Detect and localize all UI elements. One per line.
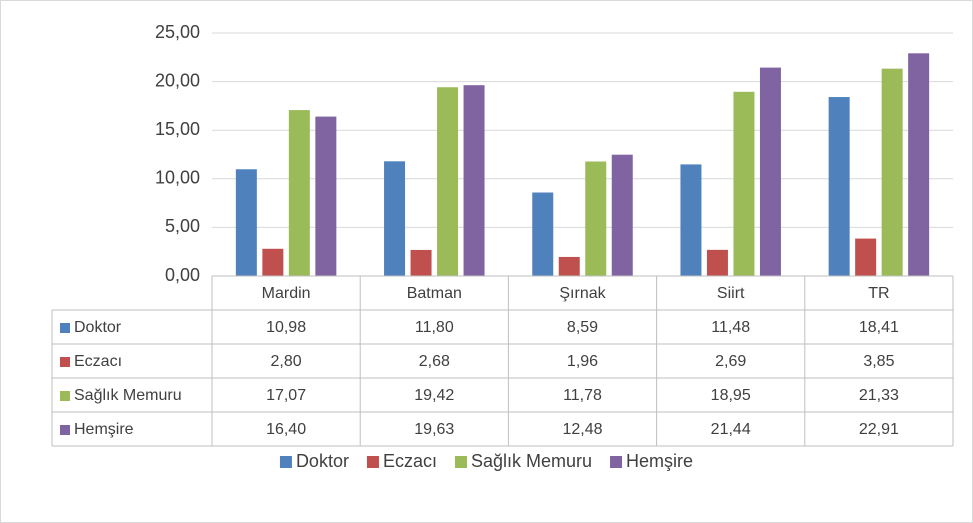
table-cell: 16,40 — [266, 421, 306, 438]
x-tick-label: Mardin — [262, 285, 311, 302]
legend-key — [610, 456, 623, 468]
y-tick-label: 25,00 — [155, 22, 200, 42]
legend-label: Sağlık Memuru — [471, 451, 592, 471]
table-cell: 18,95 — [711, 387, 751, 404]
y-tick-label: 15,00 — [155, 119, 200, 139]
table-cell: 1,96 — [567, 353, 598, 370]
bar — [733, 91, 755, 276]
table-cell: 19,63 — [414, 421, 454, 438]
x-tick-label: Siirt — [717, 285, 745, 302]
table-cell: 2,69 — [715, 353, 746, 370]
bar — [585, 161, 607, 276]
table-series-name: Sağlık Memuru — [74, 387, 182, 404]
y-tick-label: 0,00 — [165, 265, 200, 285]
bar — [908, 53, 930, 276]
table-cell: 19,42 — [414, 387, 454, 404]
y-tick-label: 10,00 — [155, 168, 200, 188]
bar — [881, 68, 903, 277]
legend-key — [366, 456, 379, 468]
x-tick-label: Batman — [407, 285, 462, 302]
table-series-name: Eczacı — [74, 353, 122, 370]
table-cell: 11,78 — [563, 387, 602, 404]
table-cell: 17,07 — [266, 387, 306, 404]
table-cell: 21,33 — [859, 387, 899, 404]
bar — [410, 249, 432, 276]
bar — [855, 238, 877, 276]
table-cell: 2,80 — [271, 353, 302, 370]
bar — [235, 169, 257, 276]
bar — [463, 85, 485, 276]
table-cell: 21,44 — [711, 421, 751, 438]
table-cell: 2,68 — [419, 353, 450, 370]
x-tick-label: TR — [868, 285, 889, 302]
table-cell: 12,48 — [562, 421, 602, 438]
bar — [262, 248, 284, 276]
legend-label: Doktor — [296, 451, 349, 471]
bar — [759, 67, 781, 276]
table-key — [60, 391, 70, 401]
bar — [828, 97, 850, 276]
bar — [611, 154, 633, 276]
bar — [288, 110, 310, 277]
y-tick-label: 20,00 — [155, 70, 200, 90]
table-cell: 18,41 — [859, 319, 899, 336]
legend-key — [279, 456, 292, 468]
table-key — [60, 425, 70, 435]
table-key — [60, 323, 70, 333]
table-series-name: Hemşire — [74, 421, 134, 438]
bar — [384, 161, 406, 276]
bar — [706, 249, 728, 276]
bar — [680, 164, 702, 276]
table-cell: 22,91 — [859, 421, 899, 438]
x-tick-label: Şırnak — [559, 285, 606, 302]
legend-key — [454, 456, 467, 468]
table-series-name: Doktor — [74, 319, 122, 336]
y-tick-label: 5,00 — [165, 216, 200, 236]
table-cell: 10,98 — [266, 319, 306, 336]
table-cell: 8,59 — [567, 319, 598, 336]
table-cell: 11,80 — [415, 319, 454, 336]
table-key — [60, 357, 70, 367]
bar — [558, 256, 580, 276]
bar — [437, 87, 459, 276]
legend-label: Hemşire — [626, 451, 693, 471]
bar — [532, 192, 554, 276]
legend-label: Eczacı — [383, 451, 437, 471]
table-cell: 11,48 — [711, 319, 750, 336]
bar — [315, 116, 337, 276]
table-cell: 3,85 — [863, 353, 894, 370]
